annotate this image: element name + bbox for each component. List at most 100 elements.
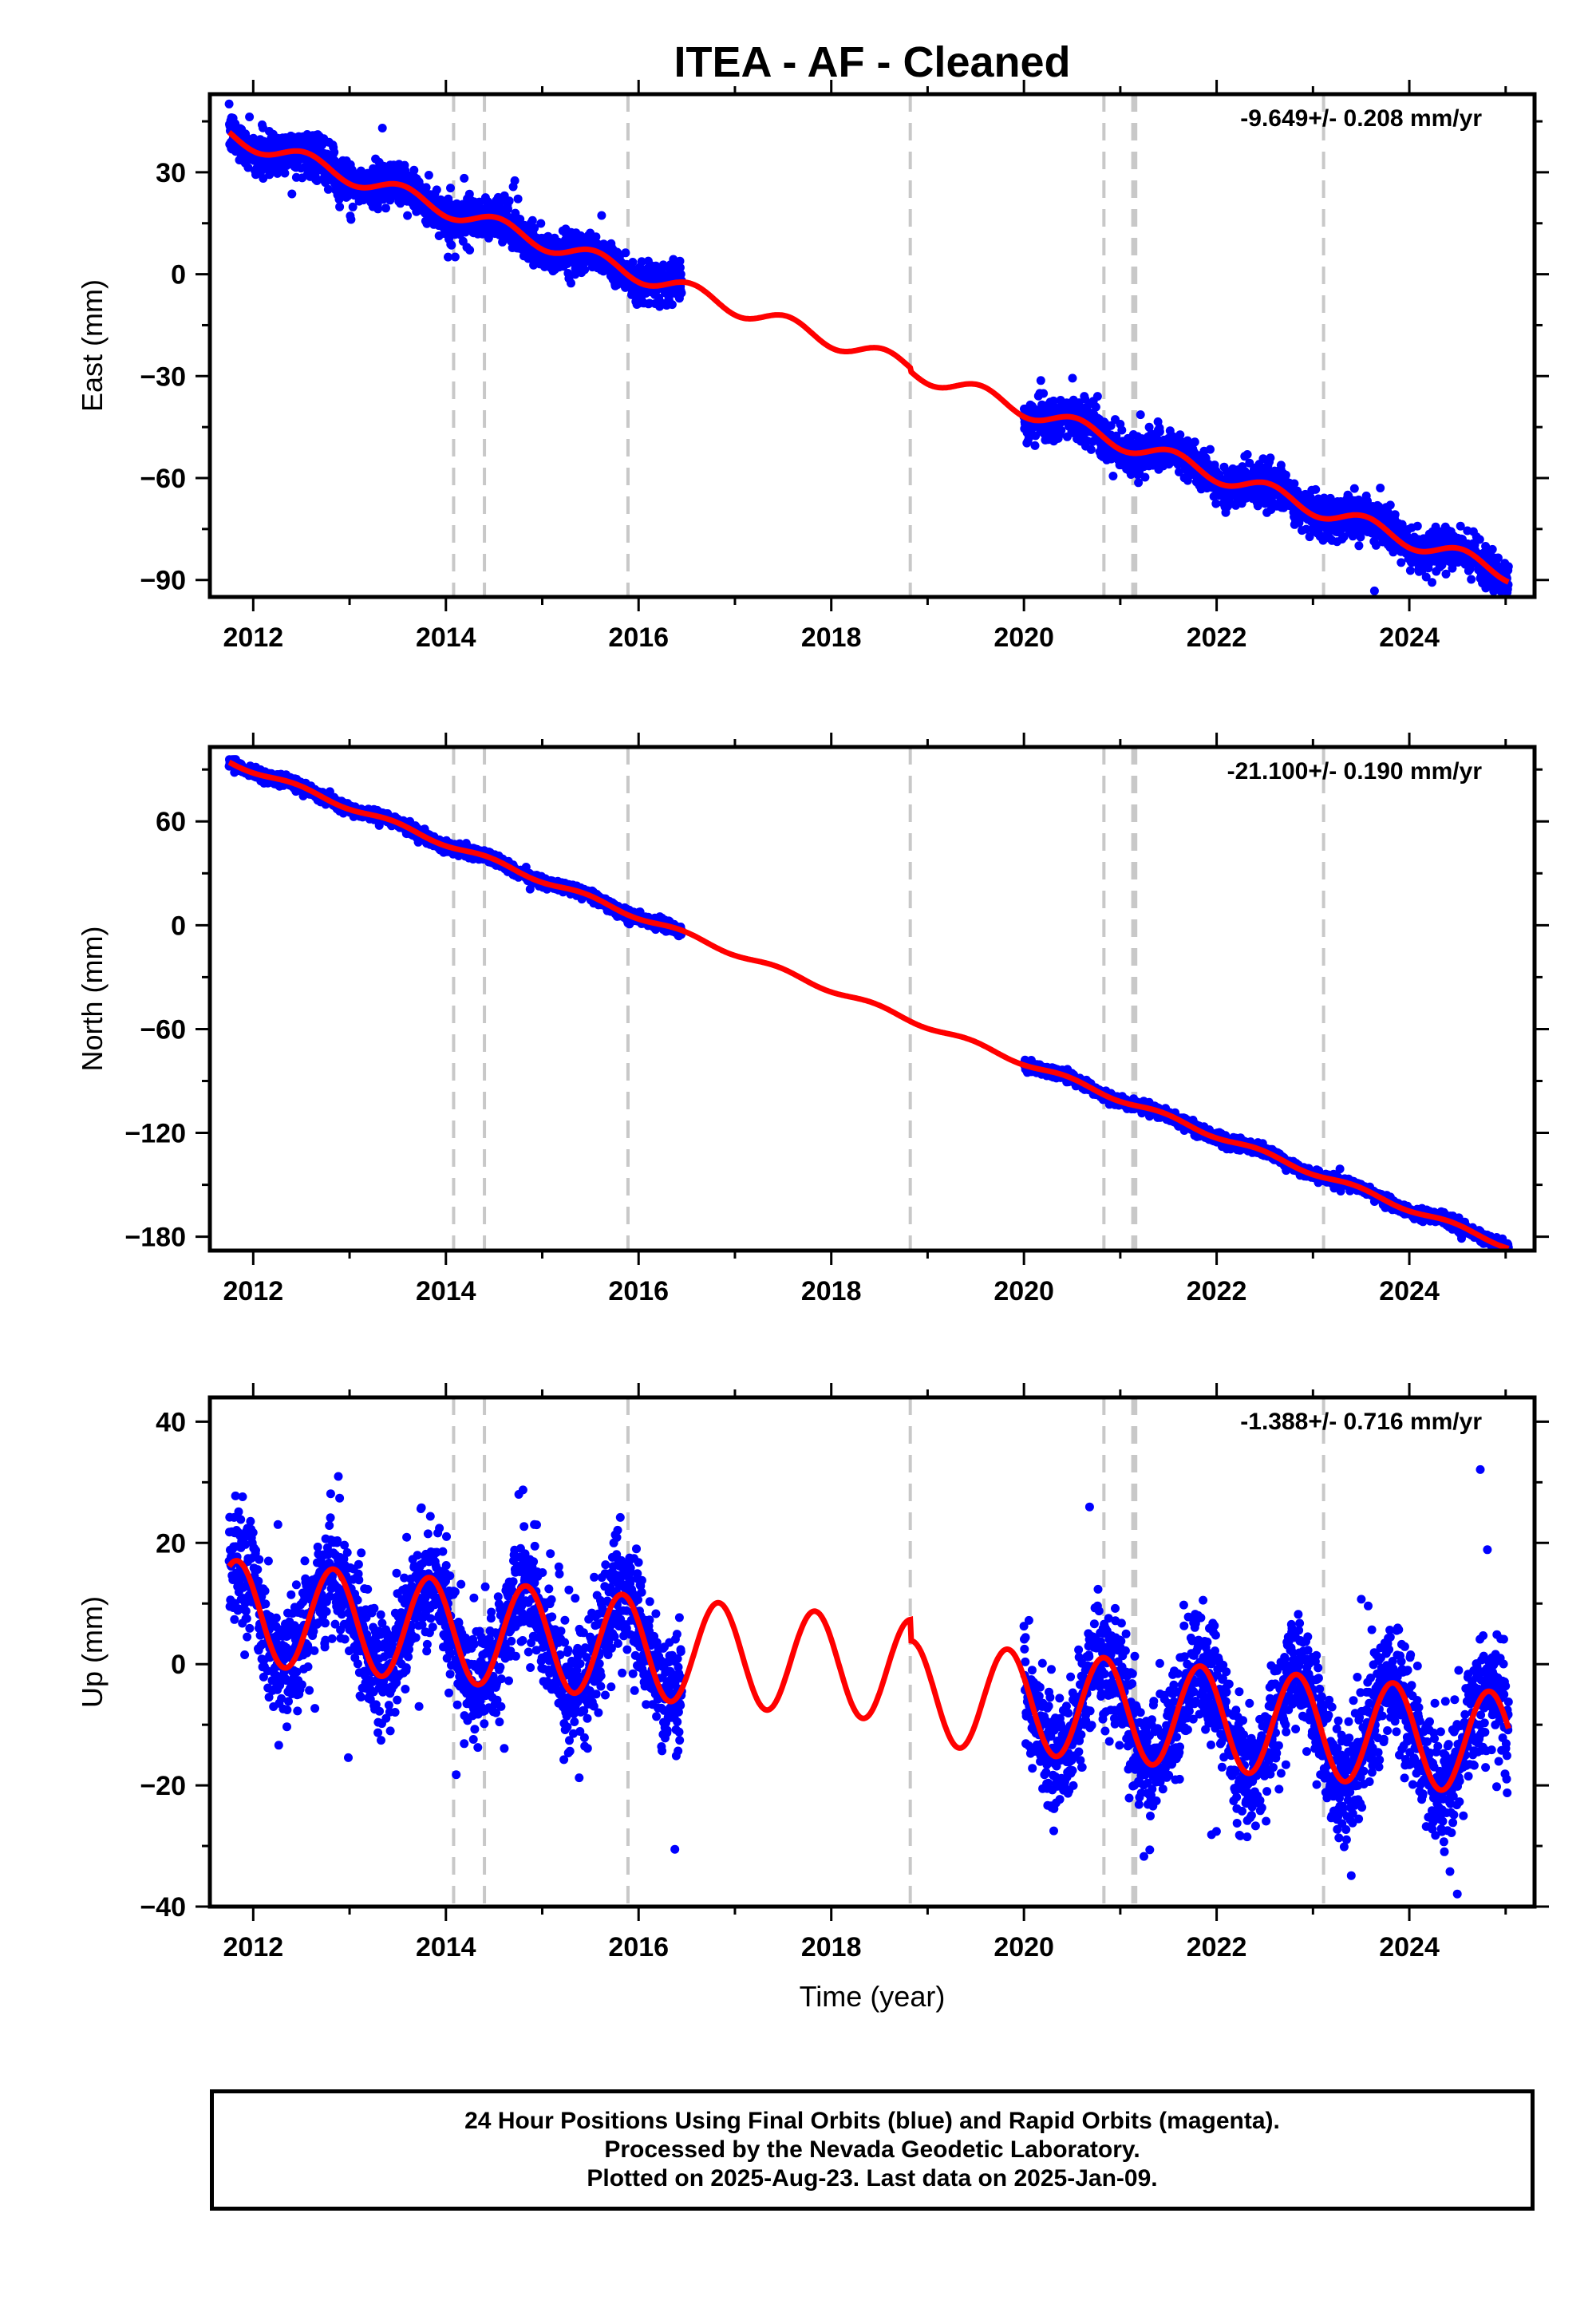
x-tick-label: 2022	[1187, 622, 1247, 653]
data-point	[1311, 484, 1321, 494]
data-point	[245, 113, 255, 121]
data-point	[621, 248, 630, 258]
data-point	[460, 173, 469, 183]
data-point	[243, 163, 253, 172]
x-tick-label: 2024	[1379, 622, 1440, 653]
data-point	[1112, 431, 1121, 441]
data-point	[675, 256, 685, 266]
data-point	[403, 211, 413, 220]
data-point	[516, 215, 525, 224]
data-point	[510, 176, 519, 185]
data-point	[1242, 450, 1252, 459]
data-point	[1175, 467, 1183, 476]
data-point	[424, 171, 433, 180]
data-point	[1092, 392, 1102, 401]
north-panel: 2012 2014 2016 2018 2020 2022 2024600−60−120−1…	[76, 733, 1549, 1306]
data-point	[1134, 478, 1144, 488]
data-point	[1036, 376, 1045, 385]
data-point	[677, 288, 686, 298]
data-point	[1144, 422, 1154, 432]
data-point	[1190, 437, 1199, 447]
data-point	[346, 215, 356, 224]
data-point	[1369, 586, 1379, 595]
data-point	[1086, 445, 1096, 454]
data-point	[1155, 427, 1164, 437]
data-point	[1503, 562, 1513, 571]
data-point	[446, 184, 455, 193]
data-point	[567, 279, 575, 288]
data-point	[504, 204, 512, 214]
data-point	[1371, 540, 1381, 550]
data-point	[323, 184, 333, 194]
data-point	[356, 166, 365, 176]
data-point	[628, 258, 638, 267]
plot-contents	[224, 94, 1513, 597]
data-point	[1276, 460, 1286, 470]
x-tick-label: 2014	[416, 622, 476, 653]
y-tick-label: −60	[140, 464, 186, 494]
data-point	[1467, 575, 1476, 584]
data-point	[530, 223, 539, 233]
data-point	[1068, 373, 1077, 383]
data-point	[1206, 445, 1215, 454]
x-tick-label: 2020	[994, 622, 1054, 653]
data-point	[597, 211, 606, 220]
data-point	[536, 219, 546, 228]
east-panel: 2012 2014 2016 2018 2020 2022 2024300−30−60−90…	[76, 80, 1549, 653]
data-point	[1106, 421, 1116, 430]
y-axis-label: East (mm)	[76, 279, 109, 412]
data-point	[1456, 521, 1465, 531]
data-point	[1389, 547, 1398, 557]
data-point	[1421, 572, 1431, 582]
data-point	[373, 204, 383, 214]
data-point	[1290, 479, 1299, 488]
data-point	[527, 215, 537, 225]
data-point	[287, 189, 297, 199]
data-point	[580, 265, 590, 275]
data-point	[1117, 425, 1127, 435]
data-point	[1349, 484, 1359, 493]
data-point	[1281, 470, 1290, 480]
data-point	[1475, 535, 1484, 544]
data-point	[1428, 578, 1436, 587]
data-point	[1039, 389, 1049, 398]
y-tick-label: 0	[171, 260, 186, 290]
data-point	[280, 168, 290, 178]
data-point	[1302, 524, 1311, 534]
x-tick-label: 2016	[608, 622, 669, 653]
figure-title: ITEA - AF - Cleaned	[674, 38, 1070, 86]
data-point	[676, 270, 685, 279]
data-point	[1412, 521, 1422, 531]
x-tick-label: 2012	[223, 622, 284, 653]
data-point	[450, 252, 460, 262]
data-point	[667, 300, 677, 310]
data-point	[1091, 402, 1100, 412]
data-point	[513, 194, 523, 204]
data-point	[1175, 430, 1185, 440]
velocity-label: -9.649+/- 0.208 mm/yr	[1240, 105, 1482, 132]
data-point	[1356, 532, 1365, 542]
data-point	[1397, 520, 1407, 529]
data-point	[1354, 541, 1364, 551]
data-point	[1405, 566, 1415, 575]
y-tick-label: −90	[140, 566, 186, 596]
data-point	[1390, 510, 1400, 520]
data-point	[1441, 569, 1451, 579]
data-point	[1376, 484, 1385, 492]
data-point	[224, 99, 234, 109]
data-point	[675, 263, 685, 272]
data-point	[637, 257, 646, 267]
data-point	[1108, 472, 1118, 480]
data-point	[1493, 553, 1503, 563]
data-point	[377, 124, 387, 132]
y-tick-label: 30	[156, 158, 186, 188]
data-point	[381, 204, 390, 213]
data-point	[1266, 453, 1275, 463]
data-point	[444, 252, 452, 262]
data-point	[421, 183, 431, 192]
data-point	[1363, 496, 1372, 506]
data-point	[1136, 410, 1145, 420]
data-point	[348, 202, 358, 211]
data-point	[1487, 544, 1497, 554]
